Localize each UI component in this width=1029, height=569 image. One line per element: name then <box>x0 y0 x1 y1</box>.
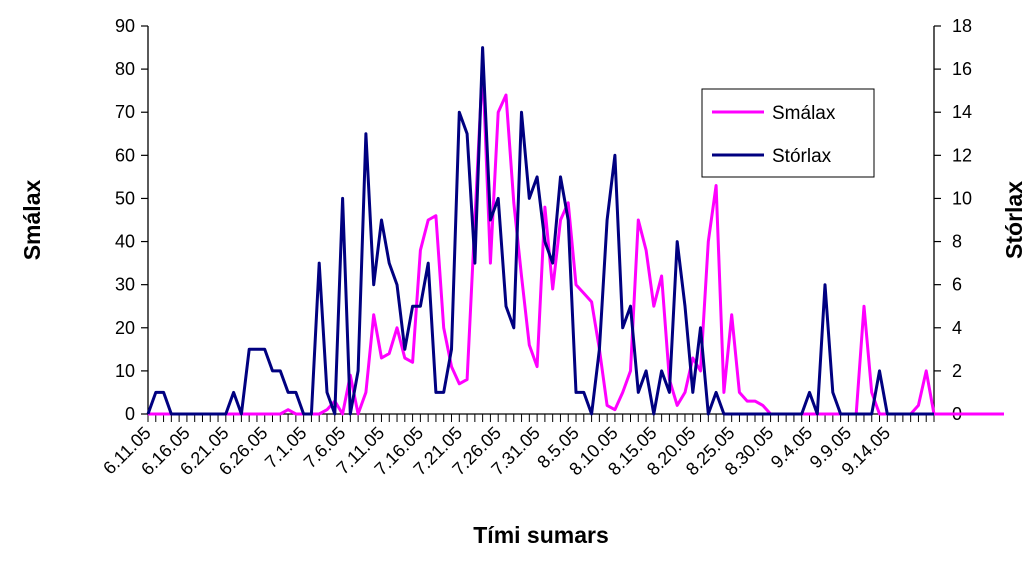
legend: Smálax Stórlax <box>701 88 875 178</box>
left-y-tick-label: 30 <box>115 275 135 295</box>
left-y-tick-label: 40 <box>115 232 135 252</box>
left-y-tick-label: 60 <box>115 145 135 165</box>
left-y-axis-title: Smálax <box>19 180 45 261</box>
left-y-tick-label: 50 <box>115 188 135 208</box>
x-tick-label: 7.1.05 <box>261 423 311 473</box>
left-y-tick-label: 90 <box>115 16 135 36</box>
left-y-tick-label: 20 <box>115 318 135 338</box>
series-line-storlax <box>146 46 934 416</box>
right-y-tick-label: 6 <box>952 275 962 295</box>
right-y-tick-label: 14 <box>952 102 972 122</box>
series-line-smalax <box>148 63 1004 416</box>
right-y-tick-label: 2 <box>952 361 962 381</box>
x-tick-label: 9.4.05 <box>767 423 817 473</box>
series-lines <box>146 46 1004 416</box>
right-y-tick-label: 8 <box>952 232 962 252</box>
x-axis-title: Tími sumars <box>473 522 609 548</box>
right-y-tick-label: 12 <box>952 145 972 165</box>
right-y-axis-title: Stórlax <box>1001 181 1027 259</box>
legend-box <box>701 88 875 178</box>
axis-ticks: 01020304050607080900246810121416186.11.0… <box>99 16 972 479</box>
right-y-tick-label: 16 <box>952 59 972 79</box>
left-y-tick-label: 0 <box>125 404 135 424</box>
right-y-tick-label: 10 <box>952 188 972 208</box>
left-y-tick-label: 10 <box>115 361 135 381</box>
legend-label-storlax: Stórlax <box>772 146 832 167</box>
left-y-tick-label: 80 <box>115 59 135 79</box>
legend-label-smalax: Smálax <box>772 103 836 124</box>
right-y-tick-label: 18 <box>952 16 972 36</box>
left-y-tick-label: 70 <box>115 102 135 122</box>
right-y-tick-label: 4 <box>952 318 962 338</box>
